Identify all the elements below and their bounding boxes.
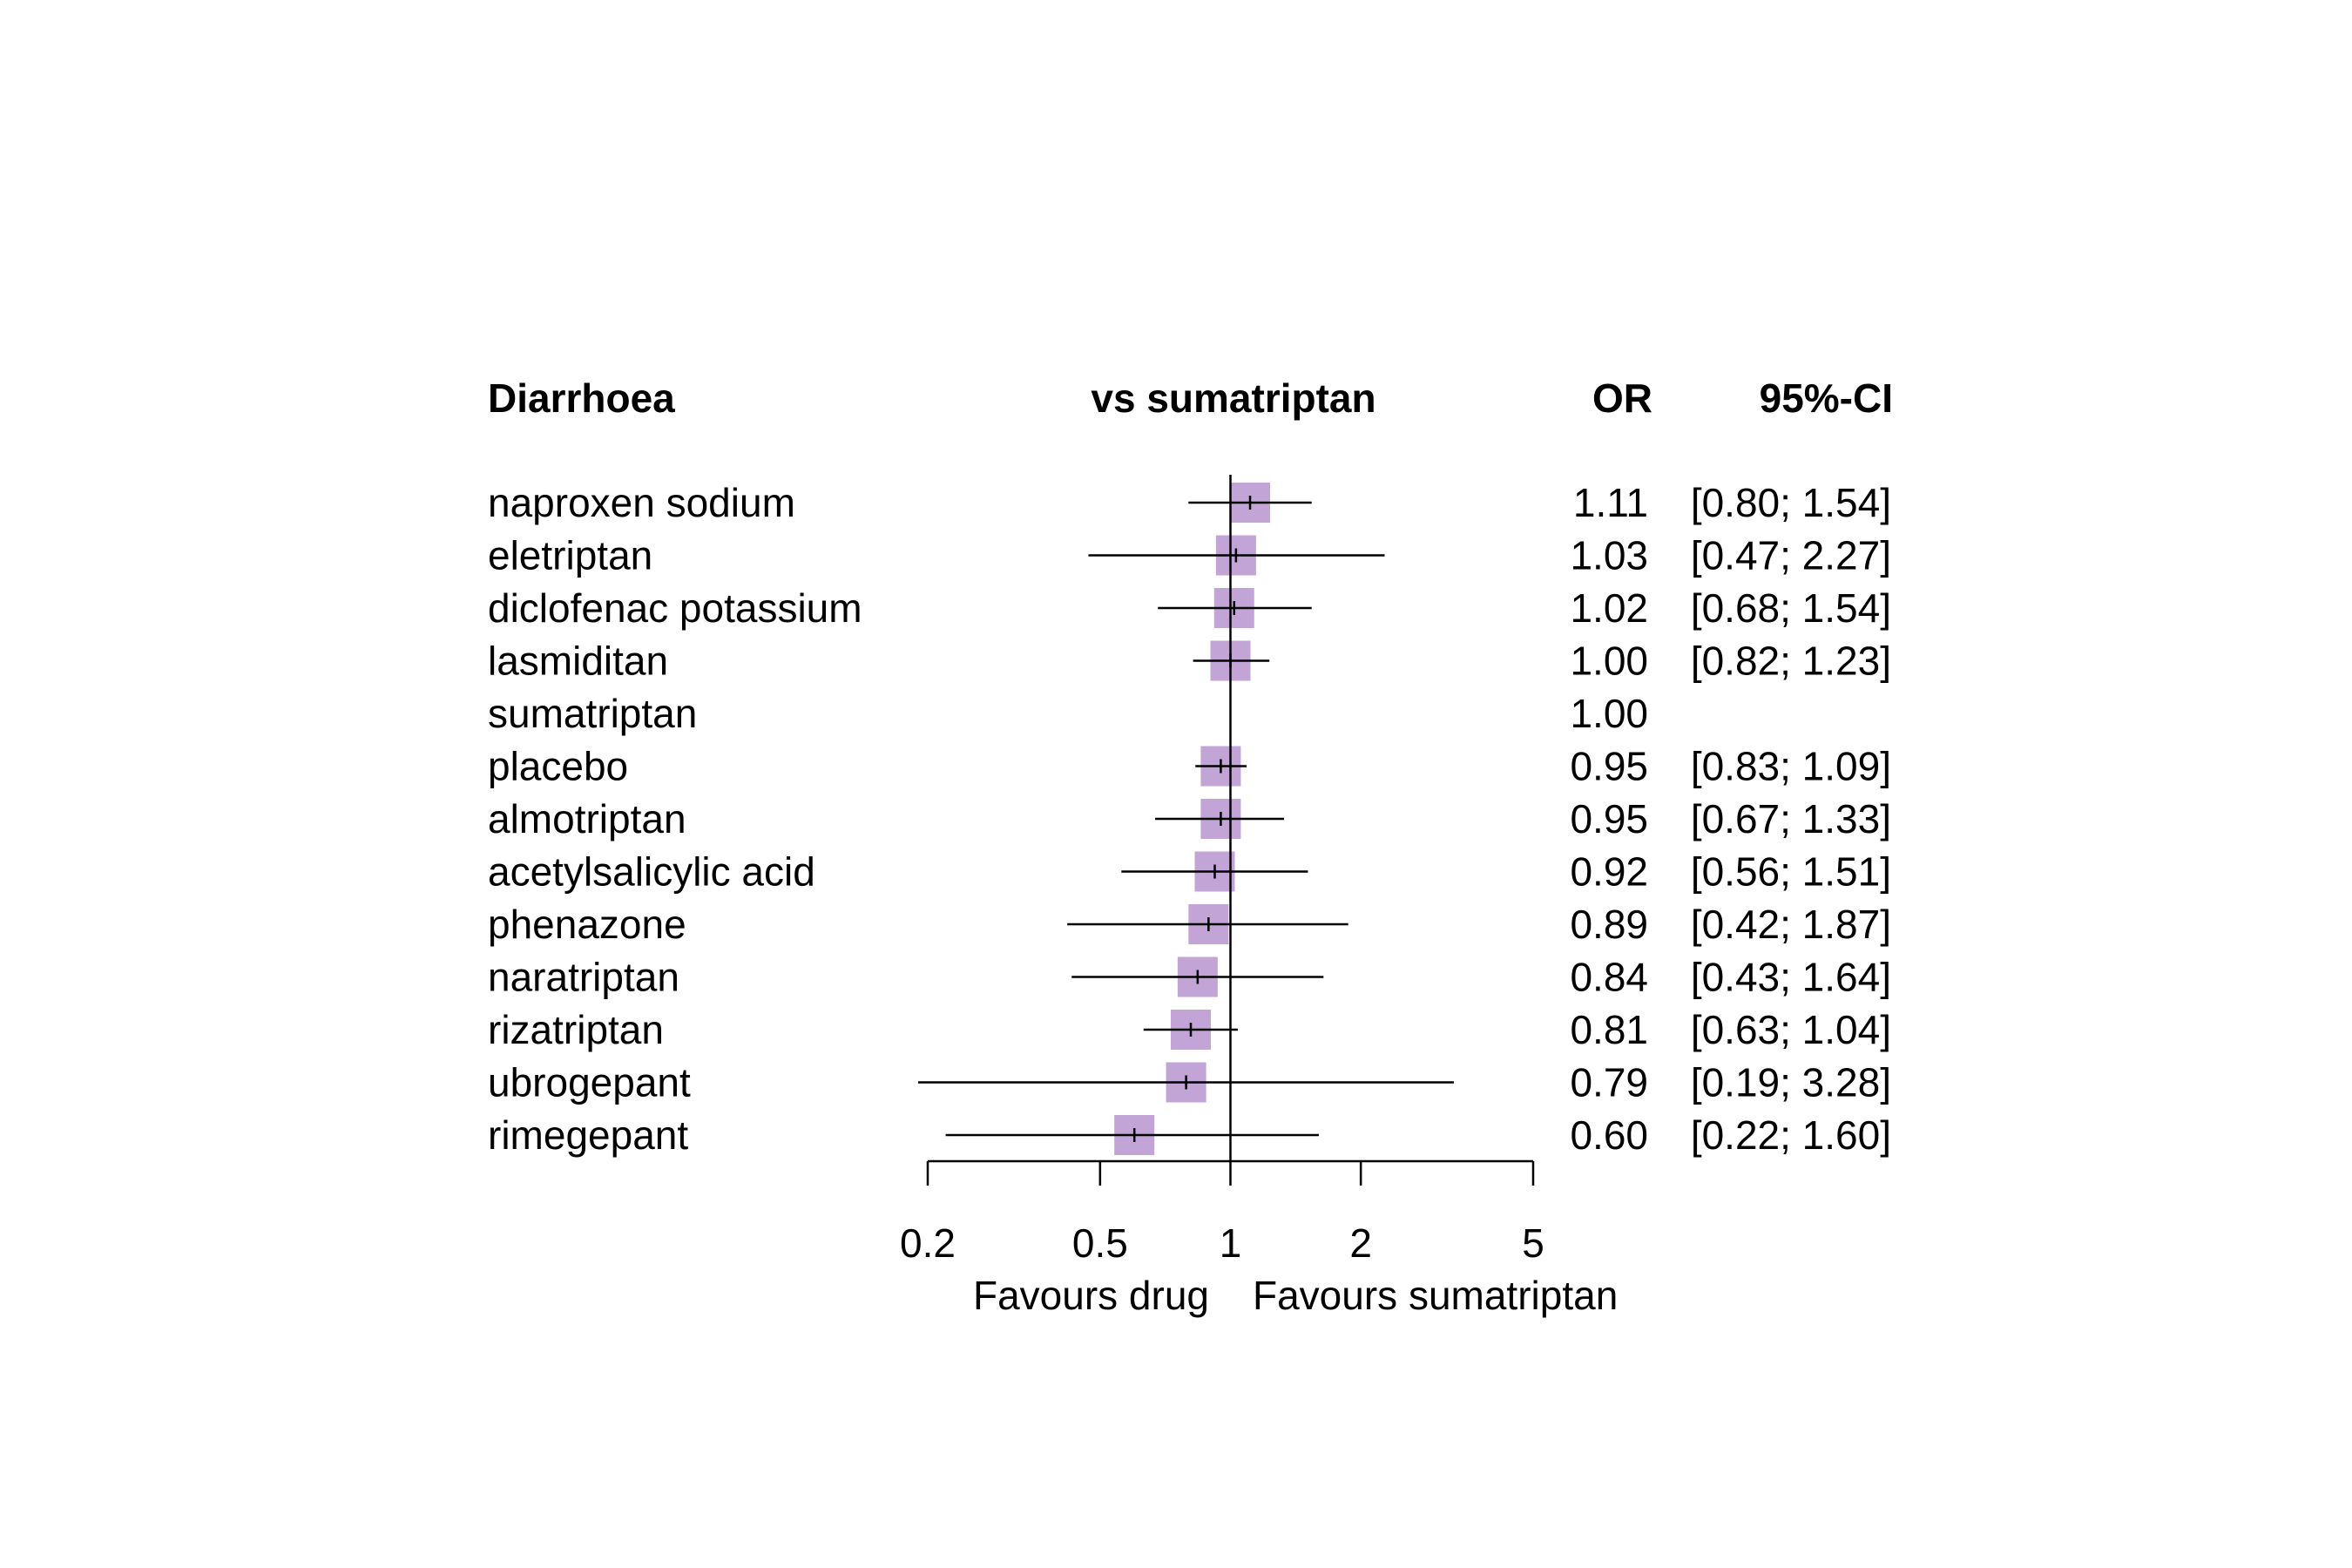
row-label-diclofenac-potassium: diclofenac potassium [488, 585, 862, 631]
row-ci-diclofenac-potassium: [0.68; 1.54] [1691, 585, 1891, 631]
row-or-diclofenac-potassium: 1.02 [1570, 585, 1648, 631]
plot-title: Diarrhoea [488, 375, 675, 421]
row-or-naproxen-sodium: 1.11 [1573, 480, 1648, 525]
row-ci-ubrogepant: [0.19; 3.28] [1691, 1060, 1891, 1105]
row-or-sumatriptan: 1.00 [1570, 691, 1648, 736]
row-label-rizatriptan: rizatriptan [488, 1007, 664, 1052]
x-tick-label-1: 0.5 [1072, 1220, 1128, 1266]
row-label-rimegepant: rimegepant [488, 1112, 688, 1158]
favours-right-label: Favours sumatriptan [1253, 1273, 1618, 1318]
row-label-eletriptan: eletriptan [488, 533, 652, 578]
row-ci-acetylsalicylic-acid: [0.56; 1.51] [1691, 849, 1891, 895]
row-or-placebo: 0.95 [1570, 744, 1648, 789]
row-label-naproxen-sodium: naproxen sodium [488, 480, 795, 525]
row-or-ubrogepant: 0.79 [1570, 1060, 1648, 1105]
row-ci-naratriptan: [0.43; 1.64] [1691, 955, 1891, 1000]
x-axis: 0.2 0.5 1 2 5 [900, 1161, 1544, 1266]
row-ci-rizatriptan: [0.63; 1.04] [1691, 1007, 1891, 1052]
row-or-lasmiditan: 1.00 [1570, 639, 1648, 684]
row-ci-almotriptan: [0.67; 1.33] [1691, 796, 1891, 841]
row-ci-lasmiditan: [0.82; 1.23] [1691, 639, 1891, 684]
row-label-sumatriptan: sumatriptan [488, 691, 697, 736]
or-column-header: OR [1592, 375, 1652, 421]
ci-column-header: 95%-CI [1760, 375, 1893, 421]
row-ci-placebo: [0.83; 1.09] [1691, 744, 1891, 789]
x-tick-label-0: 0.2 [900, 1220, 956, 1266]
x-tick-label-3: 2 [1349, 1220, 1372, 1266]
forest-marks [917, 483, 1454, 1155]
row-ci-eletriptan: [0.47; 2.27] [1691, 533, 1891, 578]
row-or-naratriptan: 0.84 [1570, 955, 1648, 1000]
row-or-eletriptan: 1.03 [1570, 533, 1648, 578]
row-label-ubrogepant: ubrogepant [488, 1060, 691, 1105]
comparison-label: vs sumatriptan [1091, 375, 1375, 421]
x-tick-label-2: 1 [1220, 1220, 1242, 1266]
row-or-rimegepant: 0.60 [1570, 1112, 1648, 1158]
row-or-almotriptan: 0.95 [1570, 796, 1648, 841]
row-or-phenazone: 0.89 [1570, 902, 1648, 947]
row-ci-phenazone: [0.42; 1.87] [1691, 902, 1891, 947]
row-label-almotriptan: almotriptan [488, 796, 686, 841]
row-or-rizatriptan: 0.81 [1570, 1007, 1648, 1052]
row-label-placebo: placebo [488, 744, 628, 789]
forest-rows: naproxen sodium 1.11 [0.80; 1.54] eletripta… [488, 480, 1891, 1158]
row-label-phenazone: phenazone [488, 902, 686, 947]
favours-left-label: Favours drug [973, 1273, 1209, 1318]
row-or-acetylsalicylic-acid: 0.92 [1570, 849, 1648, 895]
row-ci-rimegepant: [0.22; 1.60] [1691, 1112, 1891, 1158]
row-ci-naproxen-sodium: [0.80; 1.54] [1691, 480, 1891, 525]
row-label-naratriptan: naratriptan [488, 955, 679, 1000]
row-label-lasmiditan: lasmiditan [488, 639, 668, 684]
row-label-acetylsalicylic-acid: acetylsalicylic acid [488, 849, 815, 895]
x-tick-label-4: 5 [1522, 1220, 1544, 1266]
